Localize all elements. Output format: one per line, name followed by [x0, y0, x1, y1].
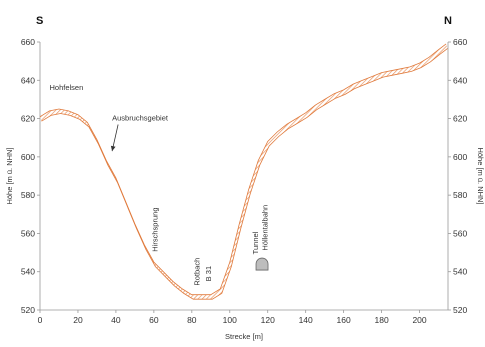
annotation-label: B 31 [204, 266, 213, 281]
x-tick-label: 80 [187, 315, 197, 325]
y-tick-label-left: 640 [21, 75, 35, 85]
annotation-label: Rotbach [192, 258, 201, 286]
profile-band [39, 43, 448, 300]
tunnel-shape [255, 257, 269, 271]
y-tick-label-right: 560 [453, 228, 467, 238]
annotation-label: Höllentalbahn [261, 205, 270, 251]
plot-frame [39, 42, 449, 311]
annotation-label: Ausbruchsgebiet [112, 114, 169, 123]
x-tick-label: 100 [223, 315, 237, 325]
x-tick-label: 180 [374, 315, 388, 325]
tunnel-symbol [255, 257, 269, 271]
y-tick-label-right: 620 [453, 114, 467, 124]
y-tick-label-left: 580 [21, 190, 35, 200]
y-tick-label-right: 640 [453, 75, 467, 85]
terrain-base-line [41, 48, 448, 300]
x-tick-label: 0 [38, 315, 43, 325]
annotation-label: Hohfelsen [50, 83, 84, 92]
y-tick-label-left: 520 [21, 305, 35, 315]
x-tick-label: 200 [412, 315, 426, 325]
x-tick-label: 120 [261, 315, 275, 325]
y-tick-label-right: 600 [453, 152, 467, 162]
y-tick-label-left: 540 [21, 267, 35, 277]
x-tick-label: 140 [299, 315, 313, 325]
right-direction-label: N [444, 15, 452, 27]
y-tick-label-right: 580 [453, 190, 467, 200]
annotations: Hohfelsen Ausbruchsgebiet Hirschsprung Rotb… [50, 83, 270, 286]
annotation-label: Hirschsprung [151, 208, 160, 252]
x-tick-label: 60 [149, 315, 159, 325]
y-tick-label-left: 620 [21, 114, 35, 124]
y-tick-label-left: 660 [21, 37, 35, 47]
y-tick-label-left: 600 [21, 152, 35, 162]
x-tick-label: 160 [337, 315, 351, 325]
y-axis-title-left: Höhe [m ü. NHN] [5, 147, 14, 204]
arrow-head [110, 145, 116, 152]
y-tick-label-right: 520 [453, 305, 467, 315]
x-axis-title: Strecke [m] [225, 332, 263, 341]
annotation-label: Tunnel [251, 231, 260, 254]
terrain-surface-line [39, 43, 447, 296]
axis-ticks: 0 20 40 60 80 100 120 140 160 180 200 520 520 540 540 5… [21, 37, 468, 325]
x-tick-label: 40 [111, 315, 121, 325]
y-axis-title-right: Höhe [m ü. NHN] [476, 147, 485, 204]
left-direction-label: S [36, 15, 43, 27]
y-tick-label-right: 540 [453, 267, 467, 277]
y-tick-label-left: 560 [21, 228, 35, 238]
y-tick-label-right: 660 [453, 37, 467, 47]
terrain-band-fill [40, 43, 448, 300]
x-tick-label: 20 [73, 315, 83, 325]
annotation-arrow [110, 124, 119, 152]
